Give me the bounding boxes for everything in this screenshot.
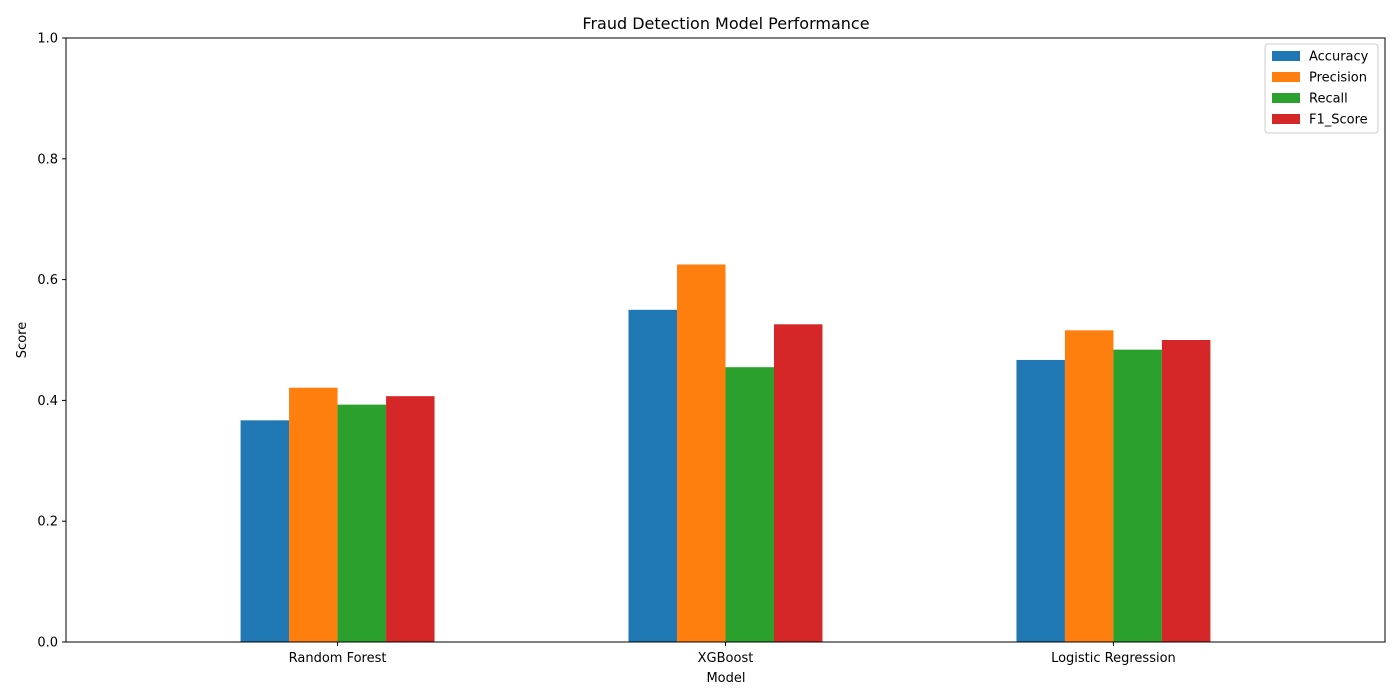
legend-label: Precision xyxy=(1309,71,1367,86)
legend-swatch xyxy=(1272,114,1300,124)
ticks-layer: Random Forest XGBoost Logistic Regression 0… xyxy=(37,32,1175,667)
legend: Accuracy Precision Recall F1_Score xyxy=(1264,43,1379,134)
bar-accuracy-logistic-regression xyxy=(1016,359,1065,642)
y-tick-label: 0.2 xyxy=(37,515,58,530)
y-tick-label: 0.8 xyxy=(37,152,58,167)
bar-recall-logistic-regression xyxy=(1113,349,1162,642)
bar-precision-random-forest xyxy=(289,387,338,642)
bar-f1-score-random-forest xyxy=(386,396,435,642)
bar-recall-random-forest xyxy=(337,404,387,642)
legend-label: Recall xyxy=(1309,92,1348,107)
y-tick-label: 0.0 xyxy=(37,636,58,651)
bar-precision-xgboost xyxy=(677,264,726,642)
bar-precision-logistic-regression xyxy=(1064,330,1114,642)
y-tick-label: 1.0 xyxy=(37,32,58,47)
y-tick-label: 0.6 xyxy=(37,273,58,288)
x-tick-label: XGBoost xyxy=(698,651,754,666)
legend-swatch xyxy=(1272,51,1300,61)
legend-swatch xyxy=(1272,93,1300,103)
legend-label: F1_Score xyxy=(1309,113,1368,128)
x-axis-label: Model xyxy=(706,671,745,686)
bar-f1-score-xgboost xyxy=(773,324,823,642)
legend-label: Accuracy xyxy=(1309,50,1369,65)
bar-recall-xgboost xyxy=(725,367,774,642)
y-tick-label: 0.4 xyxy=(37,394,58,409)
bar-f1-score-logistic-regression xyxy=(1161,340,1211,642)
bars-layer xyxy=(240,264,1211,642)
bar-accuracy-xgboost xyxy=(628,309,677,642)
x-tick-label: Logistic Regression xyxy=(1051,651,1176,666)
legend-swatch xyxy=(1272,72,1300,82)
chart-title: Fraud Detection Model Performance xyxy=(582,14,869,33)
x-tick-label: Random Forest xyxy=(289,651,387,666)
legend-box xyxy=(1264,43,1379,134)
bar-accuracy-random-forest xyxy=(240,420,290,642)
y-axis-label: Score xyxy=(15,322,30,358)
